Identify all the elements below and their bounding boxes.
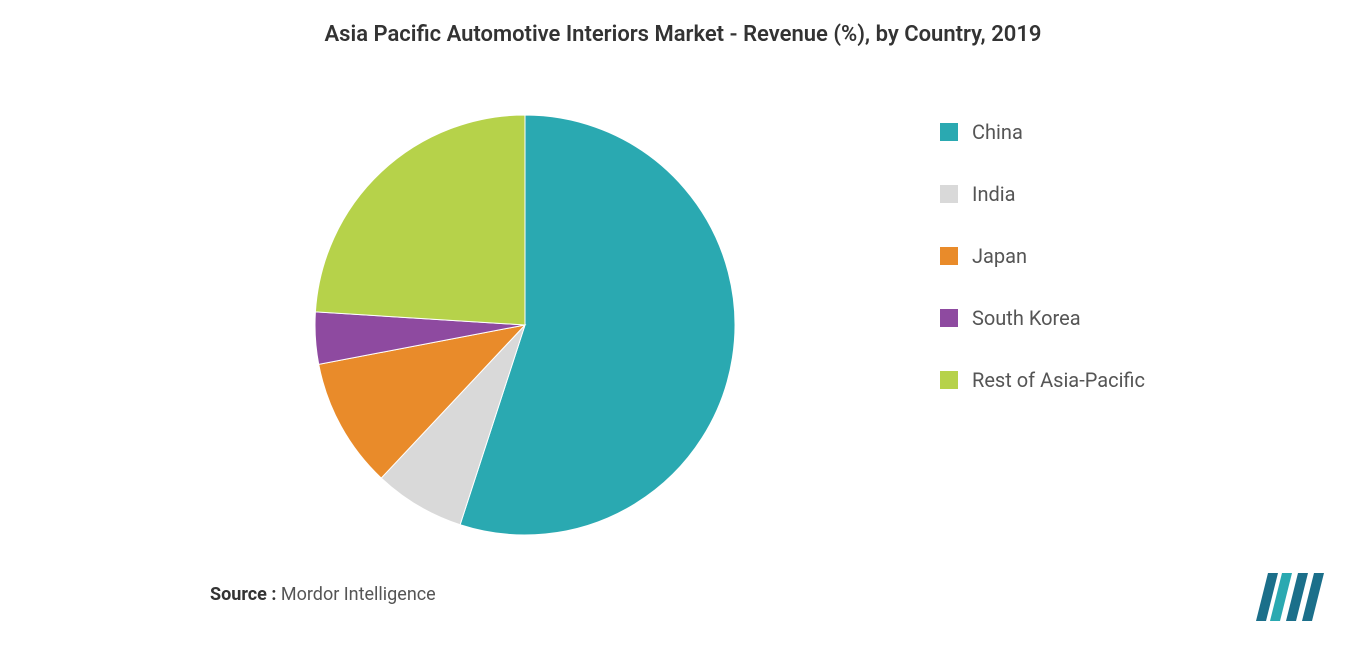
legend-label: Japan [972,244,1027,268]
legend-item: Rest of Asia-Pacific [940,368,1145,392]
legend-item: South Korea [940,306,1145,330]
legend-swatch [940,371,958,389]
legend-item: Japan [940,244,1145,268]
legend-item: India [940,182,1145,206]
source-citation: Source : Mordor Intelligence [210,584,436,605]
source-prefix: Source : [210,584,281,605]
legend-label: India [972,182,1016,206]
legend-swatch [940,247,958,265]
chart-title: Asia Pacific Automotive Interiors Market… [0,22,1366,47]
legend: China India Japan South Korea Rest of Asia-P… [940,120,1145,392]
brand-logo [1256,573,1326,625]
chart-container: Asia Pacific Automotive Interiors Market… [0,0,1366,655]
pie-chart [300,100,750,550]
legend-swatch [940,185,958,203]
source-text: Mordor Intelligence [281,584,436,605]
pie-slice [315,115,525,325]
legend-swatch [940,123,958,141]
legend-item: China [940,120,1145,144]
legend-label: South Korea [972,306,1081,330]
legend-label: China [972,120,1023,144]
legend-label: Rest of Asia-Pacific [972,368,1145,392]
legend-swatch [940,309,958,327]
